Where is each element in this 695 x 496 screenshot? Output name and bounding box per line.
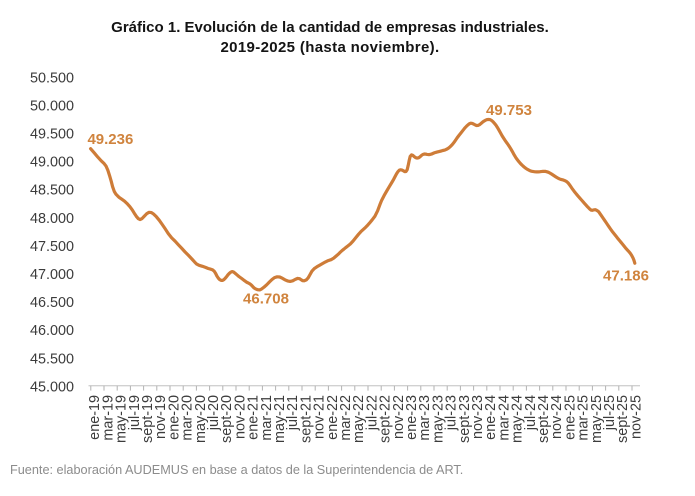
svg-text:jul-23: jul-23 (444, 395, 460, 431)
svg-text:50.500: 50.500 (30, 70, 74, 86)
svg-text:47.500: 47.500 (30, 239, 74, 255)
svg-text:may-24: may-24 (510, 395, 526, 443)
svg-text:45.000: 45.000 (30, 379, 74, 395)
svg-text:may-20: may-20 (193, 395, 209, 443)
svg-text:Fuente: elaboración AUDEMUS en: Fuente: elaboración AUDEMUS en base a da… (10, 463, 463, 477)
svg-text:mar-21: mar-21 (259, 395, 275, 441)
svg-text:ene-22: ene-22 (325, 395, 341, 440)
svg-text:sept-22: sept-22 (378, 395, 394, 443)
svg-text:49.236: 49.236 (87, 131, 133, 148)
svg-text:jul-20: jul-20 (206, 395, 222, 431)
svg-text:47.000: 47.000 (30, 267, 74, 283)
svg-text:46.500: 46.500 (30, 295, 74, 311)
svg-text:may-19: may-19 (114, 395, 130, 443)
svg-text:sept-25: sept-25 (615, 395, 631, 443)
svg-text:50.000: 50.000 (30, 98, 74, 114)
svg-text:2019-2025 (hasta noviembre).: 2019-2025 (hasta noviembre). (220, 39, 439, 56)
svg-text:mar-22: mar-22 (338, 395, 354, 441)
svg-text:ene-24: ene-24 (483, 395, 499, 440)
svg-text:ene-21: ene-21 (246, 395, 262, 440)
svg-text:nov-24: nov-24 (549, 395, 565, 439)
svg-text:jul-21: jul-21 (285, 395, 301, 431)
svg-text:mar-19: mar-19 (100, 395, 116, 441)
svg-text:46.708: 46.708 (243, 291, 289, 308)
svg-text:nov-21: nov-21 (312, 395, 328, 439)
svg-text:jul-24: jul-24 (523, 395, 539, 431)
svg-text:mar-20: mar-20 (180, 395, 196, 441)
svg-text:Gráfico 1. Evolución de la can: Gráfico 1. Evolución de la cantidad de e… (111, 19, 549, 36)
svg-text:jul-22: jul-22 (364, 395, 380, 431)
svg-text:may-23: may-23 (430, 395, 446, 443)
svg-text:jul-19: jul-19 (127, 395, 143, 431)
svg-text:may-21: may-21 (272, 395, 288, 443)
svg-text:sept-20: sept-20 (219, 395, 235, 443)
svg-text:49.753: 49.753 (486, 102, 532, 119)
svg-text:48.000: 48.000 (30, 211, 74, 227)
svg-text:47.186: 47.186 (603, 268, 649, 285)
svg-text:ene-25: ene-25 (562, 395, 578, 440)
svg-text:45.500: 45.500 (30, 351, 74, 367)
svg-text:49.000: 49.000 (30, 155, 74, 171)
svg-text:46.000: 46.000 (30, 323, 74, 339)
svg-text:may-25: may-25 (589, 395, 605, 443)
svg-text:jul-25: jul-25 (602, 395, 618, 431)
svg-text:ene-19: ene-19 (87, 395, 103, 440)
svg-text:nov-25: nov-25 (628, 395, 644, 439)
svg-text:sept-19: sept-19 (140, 395, 156, 443)
svg-text:ene-20: ene-20 (166, 395, 182, 440)
svg-text:mar-25: mar-25 (576, 395, 592, 441)
svg-text:mar-24: mar-24 (496, 395, 512, 441)
svg-text:49.500: 49.500 (30, 127, 74, 143)
svg-text:sept-24: sept-24 (536, 395, 552, 443)
svg-text:sept-23: sept-23 (457, 395, 473, 443)
svg-text:nov-23: nov-23 (470, 395, 486, 439)
svg-text:nov-20: nov-20 (232, 395, 248, 439)
svg-text:may-22: may-22 (351, 395, 367, 443)
svg-text:mar-23: mar-23 (417, 395, 433, 441)
svg-text:ene-23: ene-23 (404, 395, 420, 440)
svg-text:48.500: 48.500 (30, 183, 74, 199)
svg-text:nov-19: nov-19 (153, 395, 169, 439)
svg-text:sept-21: sept-21 (298, 395, 314, 443)
svg-text:nov-22: nov-22 (391, 395, 407, 439)
